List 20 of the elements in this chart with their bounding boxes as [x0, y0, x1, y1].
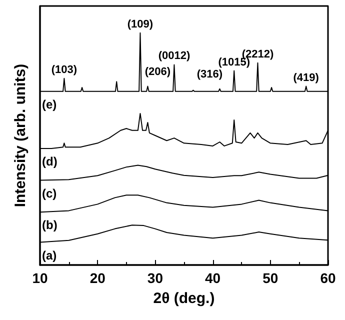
x-axis-title: 2θ (deg.): [153, 290, 215, 307]
annotation: (316): [196, 68, 223, 80]
annotation: (103): [51, 64, 78, 76]
x-tick-label: 10: [32, 270, 48, 286]
x-tick-label: 30: [147, 270, 164, 286]
annotation: (1015): [218, 56, 250, 68]
x-tick-label: 50: [262, 270, 278, 286]
annotation: (419): [293, 72, 320, 84]
x-tick-label: 20: [90, 270, 106, 286]
series-label: (a): [42, 248, 57, 262]
annotation: (109): [127, 18, 154, 30]
x-tick-label: 60: [320, 270, 336, 286]
x-tick-label: 40: [205, 270, 221, 286]
series-label: (b): [42, 218, 58, 232]
y-axis-title: Intensity (arb. units): [12, 64, 29, 208]
annotation: (206): [144, 66, 171, 78]
annotation: (0012): [158, 50, 190, 62]
series-label: (c): [42, 186, 57, 200]
series-label: (e): [42, 97, 57, 112]
series-label: (d): [42, 154, 58, 168]
